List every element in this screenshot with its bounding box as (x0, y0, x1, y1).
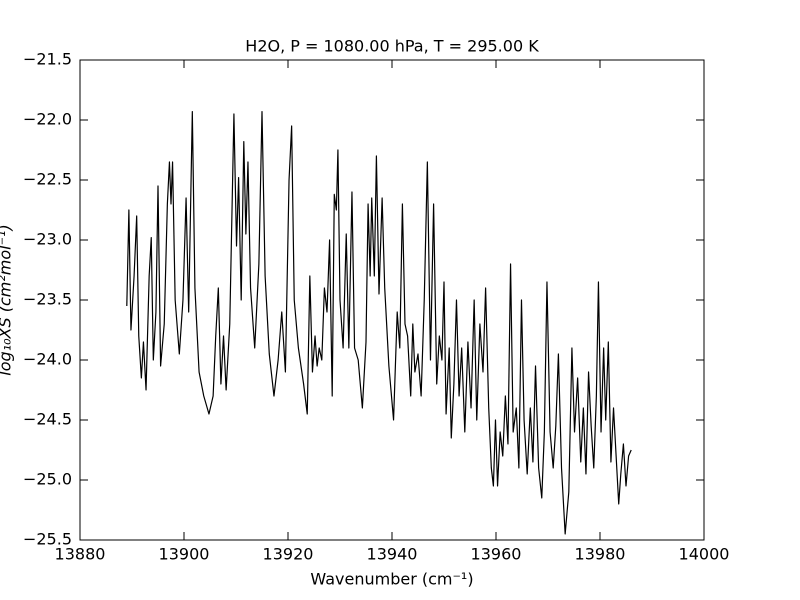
spectrum-line (126, 111, 632, 535)
y-tick-label: −25.0 (23, 470, 72, 489)
x-tick-label: 13940 (367, 545, 418, 564)
y-tick-label: −23.5 (23, 290, 72, 309)
plot-frame (79, 59, 705, 541)
y-tick-label: −21.5 (23, 50, 72, 69)
x-tick-label: 13960 (471, 545, 522, 564)
y-tick-label: −25.5 (23, 530, 72, 549)
x-axis-label: Wavenumber (cm⁻¹) (310, 570, 473, 589)
x-tick-label: 13920 (263, 545, 314, 564)
chart-title: H2O, P = 1080.00 hPa, T = 295.00 K (245, 37, 539, 56)
y-tick-label: −24.5 (23, 410, 72, 429)
y-tick-label: −23.0 (23, 230, 72, 249)
x-tick-label: 13980 (575, 545, 626, 564)
y-tick-label: −22.0 (23, 110, 72, 129)
x-tick-label: 14000 (679, 545, 730, 564)
y-tick-label: −22.5 (23, 170, 72, 189)
y-axis-label: log₁₀XS (cm²mol⁻¹) (0, 224, 15, 375)
y-tick-label: −24.0 (23, 350, 72, 369)
x-tick-label: 13880 (55, 545, 106, 564)
x-tick-label: 13900 (159, 545, 210, 564)
